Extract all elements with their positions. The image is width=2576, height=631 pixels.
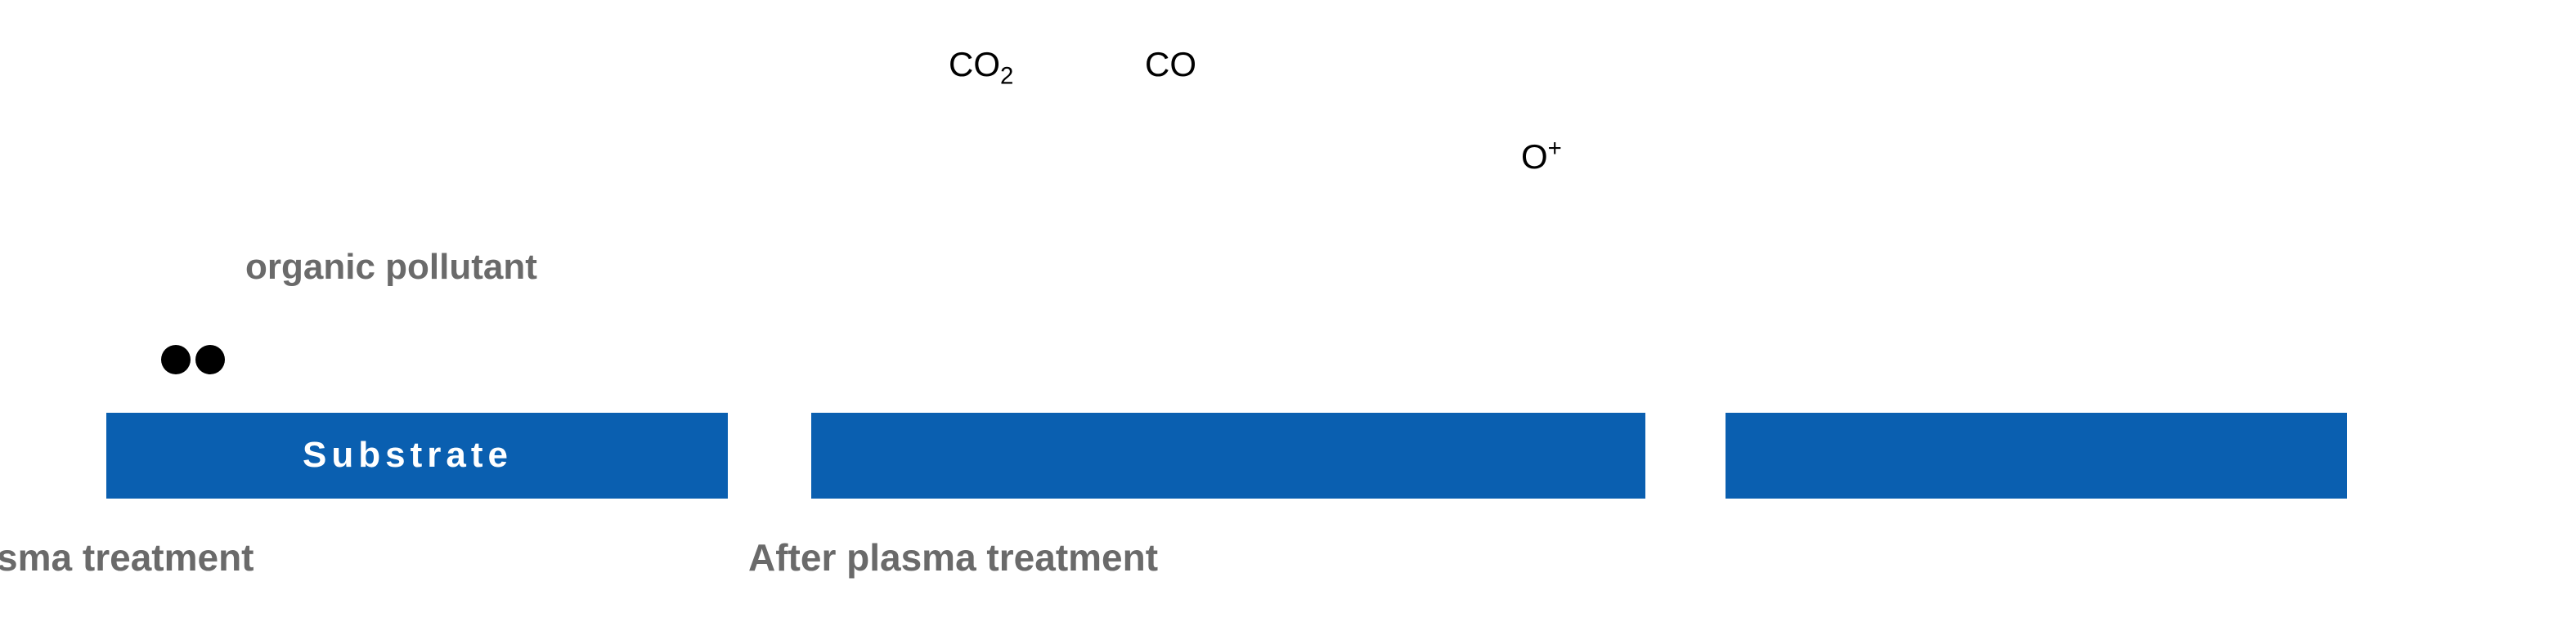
arrows-layer [0,0,2576,631]
